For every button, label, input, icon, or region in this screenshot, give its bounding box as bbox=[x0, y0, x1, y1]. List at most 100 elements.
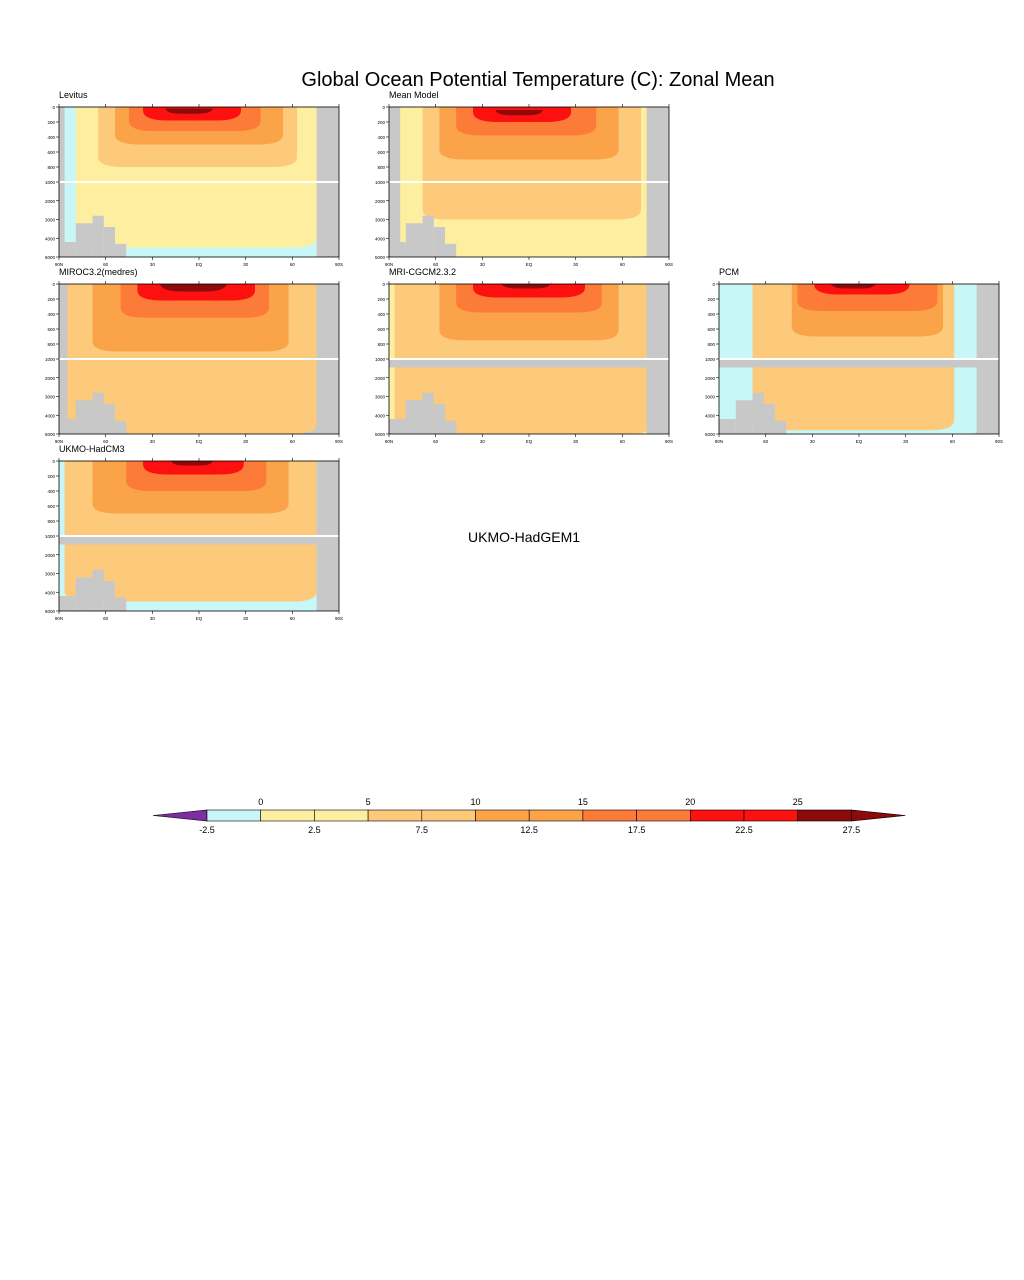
temperature-band bbox=[165, 107, 213, 114]
y-tick-label: 2000 bbox=[375, 199, 386, 204]
y-tick-label: 2000 bbox=[45, 199, 56, 204]
topography bbox=[763, 404, 775, 434]
missing-panel-label: UKMO-HadGEM1 bbox=[468, 529, 581, 545]
y-tick-label: 600 bbox=[47, 327, 55, 332]
x-tick-label: EQ bbox=[196, 439, 203, 444]
x-tick-label: 60 bbox=[103, 616, 109, 621]
x-tick-label: 90S bbox=[665, 262, 673, 267]
x-tick-label: 30 bbox=[150, 262, 156, 267]
no-data-band bbox=[389, 359, 669, 368]
topography bbox=[719, 419, 736, 434]
y-tick-label: 3000 bbox=[705, 395, 716, 400]
y-tick-label: 2000 bbox=[375, 376, 386, 381]
topography bbox=[422, 215, 434, 257]
topography bbox=[59, 419, 76, 434]
y-tick-label: 600 bbox=[377, 150, 385, 155]
y-tick-label: 1000 bbox=[705, 357, 716, 362]
y-tick-label: 400 bbox=[377, 312, 385, 317]
topography bbox=[103, 227, 115, 257]
x-tick-label: 60 bbox=[620, 262, 626, 267]
y-tick-label: 2000 bbox=[45, 376, 56, 381]
y-tick-label: 800 bbox=[47, 519, 55, 524]
colorbar-swatch bbox=[636, 809, 691, 822]
colorbar-swatch bbox=[314, 809, 369, 822]
panel-levitus: 0 200 400 600 800 1000 2000 3000 4000 5000 90N 60 30… bbox=[45, 104, 343, 267]
colorbar-top-label: 20 bbox=[685, 797, 695, 807]
topography bbox=[92, 392, 104, 434]
y-tick-label: 600 bbox=[47, 150, 55, 155]
y-tick-label: 4000 bbox=[45, 413, 56, 418]
colorbar-top-label: 5 bbox=[366, 797, 371, 807]
y-tick-label: 400 bbox=[377, 135, 385, 140]
temperature-band bbox=[495, 108, 543, 116]
x-tick-label: EQ bbox=[526, 439, 533, 444]
y-tick-label: 0 bbox=[382, 282, 385, 287]
colorbar-high-arrow bbox=[851, 809, 906, 822]
y-tick-label: 3000 bbox=[45, 572, 56, 577]
y-tick-label: 600 bbox=[377, 327, 385, 332]
x-tick-label: 60 bbox=[290, 616, 296, 621]
colorbar-bottom-label: -2.5 bbox=[199, 825, 215, 835]
panel-pcm: 0 200 400 600 800 1000 2000 3000 4000 5000 90N 60 30… bbox=[705, 281, 1003, 444]
y-tick-label: 600 bbox=[47, 504, 55, 509]
colorbar-bottom-label: 27.5 bbox=[843, 825, 861, 835]
colorbar-swatch bbox=[475, 809, 530, 822]
x-tick-label: 30 bbox=[150, 439, 156, 444]
colorbar-bottom-label: 2.5 bbox=[308, 825, 321, 835]
chart-title: Global Ocean Potential Temperature (C): … bbox=[301, 69, 775, 91]
y-tick-label: 800 bbox=[707, 342, 715, 347]
y-tick-label: 2000 bbox=[705, 376, 716, 381]
topography bbox=[445, 420, 457, 434]
y-tick-label: 3000 bbox=[45, 395, 56, 400]
topography bbox=[59, 596, 76, 611]
y-tick-label: 200 bbox=[707, 297, 715, 302]
y-tick-label: 4000 bbox=[705, 413, 716, 418]
y-tick-label: 1000 bbox=[45, 534, 56, 539]
topography bbox=[433, 227, 445, 257]
x-tick-label: 30 bbox=[573, 262, 579, 267]
colorbar: 0 5 10 15 20 25 -2.5 2.5 7.5 12.5 17.5 22.5 27.5 bbox=[152, 797, 906, 835]
colorbar-bottom-label: 22.5 bbox=[735, 825, 753, 835]
x-tick-label: 90N bbox=[55, 439, 63, 444]
x-tick-label: 30 bbox=[573, 439, 579, 444]
y-tick-label: 5000 bbox=[45, 255, 56, 260]
x-tick-label: 90S bbox=[665, 439, 673, 444]
topography bbox=[405, 223, 423, 257]
topography bbox=[422, 392, 434, 434]
y-tick-label: 800 bbox=[377, 342, 385, 347]
topography bbox=[59, 242, 76, 257]
y-tick-label: 1000 bbox=[45, 180, 56, 185]
colorbar-swatch bbox=[582, 809, 637, 822]
y-tick-label: 2000 bbox=[45, 553, 56, 558]
y-tick-label: 4000 bbox=[45, 236, 56, 241]
x-tick-label: 90N bbox=[715, 439, 723, 444]
y-tick-label: 400 bbox=[47, 312, 55, 317]
temperature-band bbox=[501, 281, 552, 289]
y-tick-label: 0 bbox=[382, 105, 385, 110]
topography bbox=[103, 581, 115, 611]
y-tick-label: 600 bbox=[707, 327, 715, 332]
topography bbox=[115, 597, 127, 611]
colorbar-bottom-label: 17.5 bbox=[628, 825, 646, 835]
x-tick-label: 90S bbox=[995, 439, 1003, 444]
topography bbox=[75, 223, 93, 257]
x-tick-label: 90N bbox=[385, 439, 393, 444]
colorbar-swatch bbox=[206, 809, 262, 822]
x-tick-label: 90N bbox=[55, 616, 63, 621]
x-tick-label: 60 bbox=[290, 262, 296, 267]
panel-title-pcm: PCM bbox=[719, 267, 739, 277]
y-tick-label: 5000 bbox=[705, 432, 716, 437]
topography bbox=[433, 404, 445, 434]
topography bbox=[389, 419, 406, 434]
y-tick-label: 200 bbox=[47, 297, 55, 302]
panel-title-mri: MRI-CGCM2.3.2 bbox=[389, 267, 457, 277]
no-data-band bbox=[59, 536, 339, 545]
y-tick-label: 800 bbox=[377, 165, 385, 170]
y-tick-label: 200 bbox=[47, 120, 55, 125]
y-tick-label: 0 bbox=[52, 105, 55, 110]
y-tick-label: 5000 bbox=[45, 609, 56, 614]
colorbar-swatch bbox=[743, 809, 799, 822]
y-tick-label: 4000 bbox=[375, 413, 386, 418]
y-tick-label: 1000 bbox=[45, 357, 56, 362]
colorbar-bottom-label: 12.5 bbox=[520, 825, 538, 835]
